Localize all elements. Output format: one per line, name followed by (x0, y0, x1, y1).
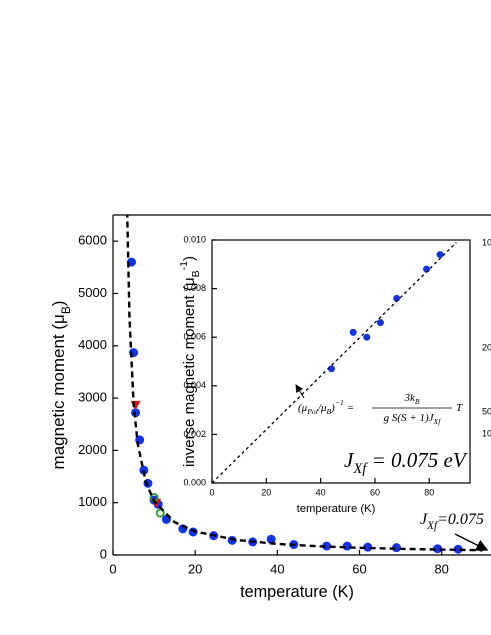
fit-line (126, 215, 483, 552)
text-part: 3k (403, 392, 416, 404)
text-part: −1 (335, 398, 344, 407)
right-label: 10 (482, 428, 491, 438)
y-tick-label: 0.010 (183, 234, 206, 244)
y-tick-label: 4000 (78, 337, 107, 352)
text-part: B (190, 270, 202, 277)
text-part: ) (330, 402, 335, 414)
x-axis-label: temperature (K) (297, 503, 376, 515)
inset-plot: 0 20 40 60 80 0.000 0.002 0.004 0.006 0.008 0.010 t… (178, 234, 491, 515)
data-point (327, 365, 335, 373)
y-tick-label: 0.000 (183, 477, 206, 487)
right-label: 20 (482, 342, 491, 352)
text-part: Xf (426, 520, 439, 532)
data-point (363, 333, 371, 341)
y-tick-label: 5000 (78, 285, 107, 300)
text-part: -1 (178, 261, 190, 270)
data-point (322, 541, 332, 551)
right-label: 50 (482, 406, 491, 416)
data-point (376, 319, 384, 327)
x-tick-label: 0 (209, 488, 214, 498)
text-part: ) (49, 301, 68, 307)
text-part: ( (298, 402, 303, 414)
y-axis-label: inverse magnetic moment (μB-1) (178, 256, 202, 467)
text-part: Xf (352, 461, 368, 477)
x-tick-label: 40 (316, 488, 326, 498)
data-point (266, 534, 276, 544)
data-point (155, 508, 165, 518)
x-tick-label: 80 (434, 561, 448, 576)
data-point (143, 478, 153, 488)
text-part: magnetic moment (μ (49, 314, 68, 469)
text-part: =0.075 (437, 511, 484, 528)
text-part: μ (301, 402, 308, 414)
text-part: J (420, 511, 428, 528)
marks (212, 241, 457, 483)
formula-numerator: 3kB (403, 392, 419, 407)
x-tick-label: 60 (370, 488, 380, 498)
x-tick-label: 40 (270, 561, 284, 576)
data-point (139, 465, 149, 475)
data-point (436, 251, 444, 259)
data-point (227, 535, 237, 545)
text-part: Xf (433, 417, 443, 426)
formula-denominator: g S(S + 1)JXf (384, 412, 443, 427)
formula-arrow (295, 384, 305, 399)
data-point (363, 542, 373, 552)
text-part: inverse magnetic moment (μ (181, 277, 198, 467)
x-tick-label: 80 (424, 488, 434, 498)
y-tick-label: 0.008 (183, 283, 206, 293)
y-tick-label: 0.004 (183, 380, 206, 390)
x-axis-label: temperature (K) (240, 583, 354, 601)
data-point (392, 543, 401, 553)
data-point (433, 544, 443, 554)
x-tick-label: 20 (188, 561, 202, 576)
y-tick-label: 0.006 (183, 332, 206, 342)
text-part: = 0.075 eV (366, 448, 467, 472)
marks (126, 215, 483, 554)
y-tick-label: 1000 (78, 494, 107, 509)
text-part: B (59, 306, 73, 314)
text-part: J (344, 448, 355, 472)
main-plot: 0 20 40 60 80 0 1000 2000 3000 4000 5000 6000 temper… (49, 214, 491, 601)
text-part: Pol (306, 407, 318, 416)
y-axis-label: magnetic moment (μB) (49, 301, 73, 470)
y-tick-label: 2000 (78, 442, 107, 457)
data-point (349, 328, 357, 336)
right-label: 10 (482, 237, 491, 247)
text-part: g S(S + 1)J (384, 412, 435, 424)
data-point (393, 294, 401, 302)
y-tick-label: 0 (100, 546, 107, 561)
text-part: ) (181, 256, 198, 261)
formula-right: T (456, 402, 463, 414)
data-point (188, 527, 198, 537)
data-point (453, 544, 463, 554)
text-part: T (456, 402, 463, 414)
x-tick-label: 0 (109, 561, 116, 576)
annotation: JXf = 0.075 eV (344, 448, 468, 478)
data-point (130, 400, 141, 410)
plot-frame (211, 239, 471, 484)
text-part: B (415, 397, 420, 406)
formula-left: (μPol/μB)−1 = (298, 398, 354, 416)
x-tick-label: 60 (352, 561, 366, 576)
text-part: B (326, 407, 331, 416)
x-tick-label: 20 (261, 488, 271, 498)
y-tick-label: 6000 (78, 233, 107, 248)
text-part: = (344, 402, 354, 414)
y-tick-label: 0.002 (183, 429, 206, 439)
annotation: JXf=0.075 (420, 511, 484, 532)
text-part: /μ (317, 402, 327, 414)
y-tick-label: 3000 (78, 390, 107, 405)
annotation-arrow (454, 533, 489, 551)
